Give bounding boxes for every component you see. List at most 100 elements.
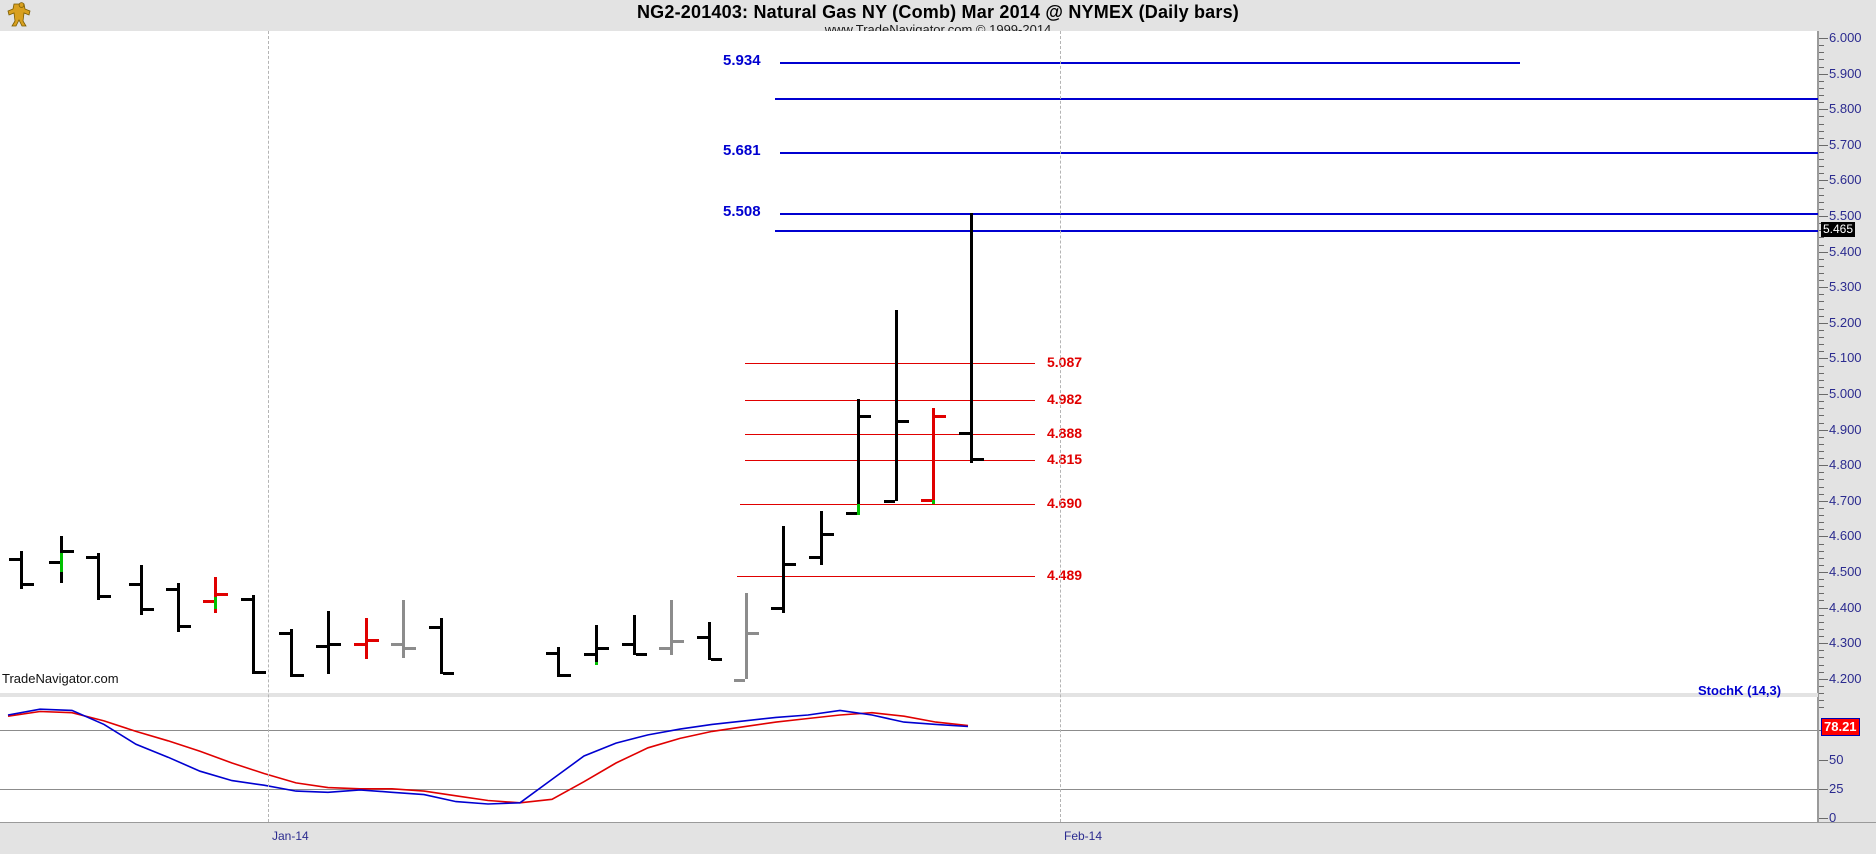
price-axis-label: 4.600 — [1829, 528, 1862, 544]
ohlc-bar[interactable] — [177, 582, 180, 633]
ohlc-open-tick — [546, 652, 557, 656]
ohlc-bar[interactable] — [252, 595, 255, 675]
price-axis-minor-tick — [1819, 415, 1824, 417]
ohlc-bar[interactable] — [140, 564, 143, 615]
ohlc-bar[interactable] — [402, 600, 405, 659]
price-axis-minor-tick — [1819, 52, 1824, 54]
ohlc-bar[interactable] — [20, 550, 23, 590]
ohlc-open-tick — [241, 597, 252, 601]
ohlc-close-tick — [560, 674, 571, 678]
red-level-line[interactable] — [737, 575, 1035, 577]
blue-level-line[interactable] — [775, 229, 1818, 232]
ohlc-open-tick — [316, 644, 327, 648]
price-axis-label: 4.700 — [1829, 492, 1862, 508]
red-level-line[interactable] — [745, 433, 1035, 435]
price-axis-minor-tick — [1819, 208, 1824, 210]
ohlc-bar[interactable] — [633, 614, 636, 656]
ohlc-bar[interactable] — [670, 600, 673, 655]
pane-separator — [0, 693, 1818, 697]
ohlc-bar[interactable] — [595, 625, 598, 666]
ohlc-open-tick — [659, 647, 670, 651]
red-level-line[interactable] — [745, 459, 1035, 461]
price-axis-tick — [1819, 287, 1828, 289]
ohlc-bar[interactable] — [365, 618, 368, 660]
price-axis-tick — [1819, 500, 1828, 502]
ohlc-bar[interactable] — [932, 407, 935, 501]
blue-level-line[interactable] — [780, 213, 1818, 216]
ohlc-open-tick — [734, 679, 745, 683]
ohlc-open-tick — [391, 643, 402, 647]
price-axis-minor-tick — [1819, 707, 1824, 709]
price-axis-minor-tick — [1819, 507, 1824, 509]
ohlc-bar[interactable] — [440, 618, 443, 675]
price-axis-minor-tick — [1819, 600, 1824, 602]
ohlc-close-tick — [100, 595, 111, 599]
price-axis-minor-tick — [1819, 700, 1824, 702]
ohlc-open-tick — [959, 432, 970, 436]
price-axis-minor-tick — [1819, 66, 1824, 68]
price-axis-label: 6.000 — [1829, 30, 1862, 46]
red-level-line[interactable] — [745, 363, 1035, 365]
price-axis-minor-tick — [1819, 123, 1824, 125]
price-axis-tick — [1819, 216, 1828, 218]
date-axis[interactable]: Jan-14 Feb-14 — [0, 822, 1876, 854]
blue-level-line[interactable] — [775, 97, 1818, 100]
price-axis-minor-tick — [1819, 166, 1824, 168]
red-level-label: 5.087 — [1047, 354, 1083, 371]
stochastic-name-label: StochK (14,3) — [1698, 683, 1782, 698]
ohlc-bar[interactable] — [290, 628, 293, 677]
ohlc-open-tick — [49, 561, 60, 565]
blue-level-line[interactable] — [780, 61, 1520, 64]
ohlc-bar[interactable] — [970, 213, 973, 464]
stoch-axis-label: 50 — [1829, 751, 1844, 767]
blue-level-line[interactable] — [780, 151, 1818, 154]
ohlc-bar[interactable] — [327, 611, 330, 675]
price-axis-minor-tick — [1819, 152, 1824, 153]
ohlc-close-tick — [293, 674, 304, 678]
ohlc-bar-green-segment — [595, 661, 598, 666]
ohlc-close-tick — [368, 638, 379, 642]
ohlc-bar[interactable] — [782, 525, 785, 613]
price-axis-minor-tick — [1819, 386, 1824, 388]
price-axis-minor-tick — [1819, 102, 1824, 104]
ohlc-bar[interactable] — [745, 592, 748, 679]
stochastic-pane[interactable]: StochK (14,3) — [0, 683, 1818, 822]
price-axis-tick — [1819, 429, 1828, 431]
price-pane[interactable]: 5.9345.8325.6815.6815.5085.4615.0874.982… — [0, 31, 1862, 693]
ohlc-bar[interactable] — [557, 646, 560, 677]
stochastic-value-tag: 78.21 — [1821, 718, 1860, 737]
stoch-axis-label: 25 — [1829, 780, 1844, 796]
ohlc-close-tick — [255, 670, 266, 674]
price-axis-label: 5.600 — [1829, 172, 1862, 188]
price-axis-label: 5.200 — [1829, 314, 1862, 330]
ohlc-open-tick — [771, 606, 782, 610]
ohlc-open-tick — [584, 653, 595, 657]
price-axis-label: 4.300 — [1829, 635, 1862, 651]
ohlc-bar-green-segment — [214, 596, 217, 610]
price-axis-minor-tick — [1819, 159, 1824, 161]
ohlc-close-tick — [63, 549, 74, 553]
price-axis-minor-tick — [1819, 472, 1824, 474]
red-level-line[interactable] — [740, 504, 1035, 506]
ohlc-bar[interactable] — [708, 621, 711, 661]
ohlc-open-tick — [354, 643, 365, 647]
price-axis-label: 4.800 — [1829, 457, 1862, 473]
price-axis-minor-tick — [1819, 401, 1824, 403]
stoch-upper-line — [0, 730, 1818, 732]
ohlc-bar[interactable] — [820, 510, 823, 565]
price-axis-minor-tick — [1819, 137, 1824, 139]
ohlc-bar[interactable] — [97, 553, 100, 601]
price-axis[interactable]: 6.000 5.900 5.800 5.700 5.600 5.500 5.400 5.300… — [1818, 30, 1876, 825]
price-axis-minor-tick — [1819, 59, 1824, 61]
price-axis-minor-tick — [1819, 365, 1824, 367]
stoch-axis-tick — [1819, 788, 1828, 790]
red-level-line[interactable] — [745, 400, 1035, 402]
ohlc-bar[interactable] — [895, 310, 898, 501]
price-axis-tick — [1819, 643, 1828, 645]
price-axis-tick — [1819, 571, 1828, 573]
ohlc-bar[interactable] — [214, 576, 217, 613]
red-level-label: 4.815 — [1047, 450, 1083, 467]
price-axis-minor-tick — [1819, 621, 1824, 623]
ohlc-bar[interactable] — [857, 399, 860, 516]
